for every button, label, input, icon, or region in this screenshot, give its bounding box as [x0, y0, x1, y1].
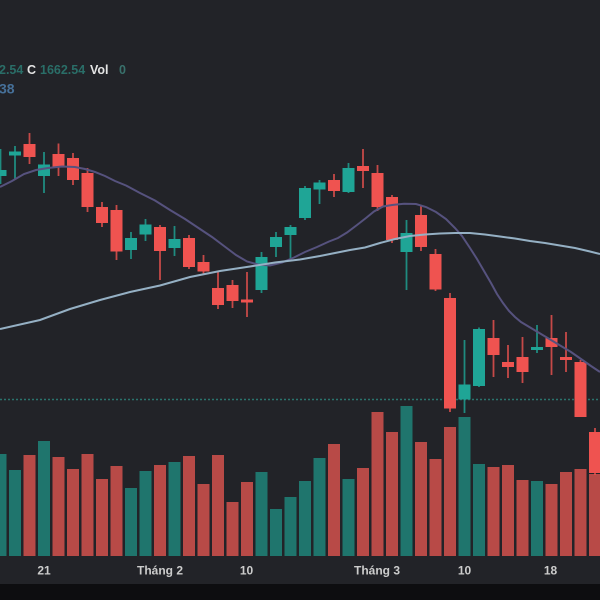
svg-text:18: 18	[544, 564, 558, 578]
svg-text:2.54: 2.54	[0, 63, 23, 77]
svg-text:0: 0	[119, 63, 126, 77]
svg-text:Tháng 3: Tháng 3	[354, 564, 400, 578]
svg-text:21: 21	[37, 564, 51, 578]
svg-text:38: 38	[0, 81, 15, 97]
svg-text:10: 10	[240, 564, 254, 578]
svg-text:1662.54: 1662.54	[40, 63, 85, 77]
svg-text:C: C	[27, 63, 36, 77]
svg-text:10: 10	[458, 564, 472, 578]
svg-text:Tháng 2: Tháng 2	[137, 564, 183, 578]
svg-text:Vol: Vol	[90, 63, 109, 77]
